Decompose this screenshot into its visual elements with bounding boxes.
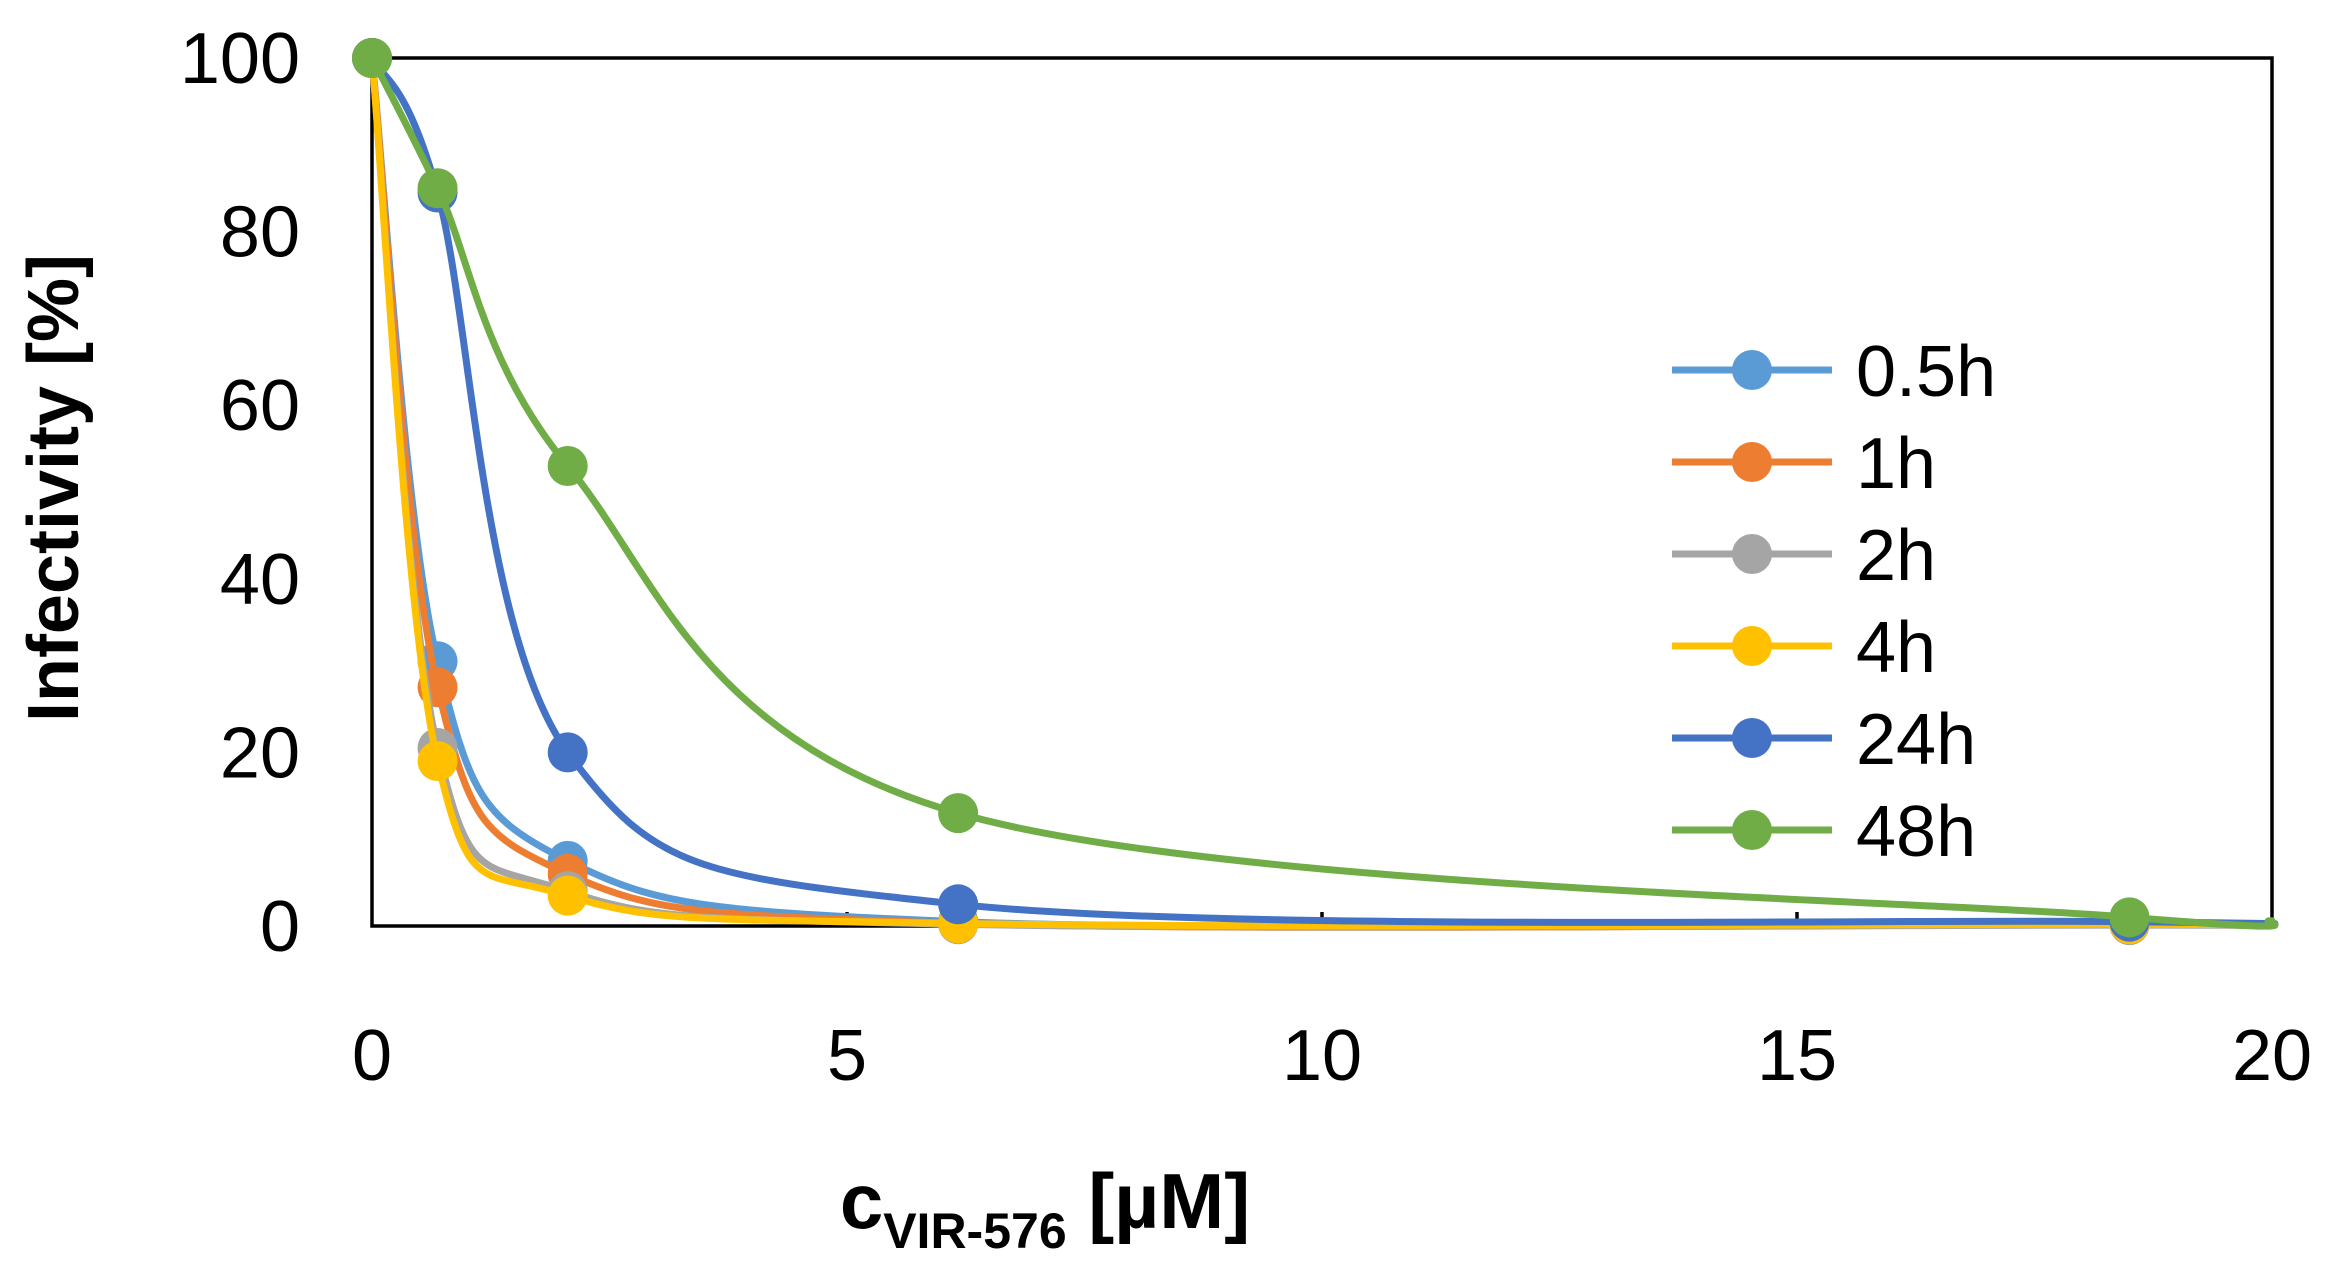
y-tick-label: 80	[220, 193, 300, 273]
y-tick-label: 60	[220, 366, 300, 446]
legend-item: 2h	[1672, 516, 1936, 596]
data-point	[547, 732, 588, 773]
x-axis-title: cVIR-576 [µM]	[840, 1157, 1250, 1259]
legend-marker	[1732, 534, 1772, 574]
legend-marker	[1732, 718, 1772, 758]
x-tick-label: 10	[1282, 1016, 1362, 1096]
legend-label: 0.5h	[1856, 332, 1996, 412]
series-line	[368, 54, 2279, 930]
legend-item: 48h	[1672, 792, 1976, 872]
legend-marker	[1732, 810, 1772, 850]
series-24h	[352, 38, 2279, 942]
series-line	[368, 54, 2279, 931]
x-axis-title-subscript: VIR-576	[883, 1203, 1066, 1259]
series-1h	[352, 38, 2279, 945]
legend-marker	[1732, 350, 1772, 390]
series-line	[368, 54, 2279, 930]
y-tick-label: 100	[180, 19, 300, 99]
x-tick-label: 0	[352, 1016, 392, 1096]
series-layer	[352, 38, 2279, 946]
plot-frame	[370, 56, 2274, 928]
x-axis-title-unit: [µM]	[1067, 1157, 1251, 1245]
y-tick-label: 40	[220, 540, 300, 620]
legend-item: 0.5h	[1672, 332, 1996, 412]
y-tick-label: 20	[220, 713, 300, 793]
series-line	[368, 54, 2279, 928]
data-point	[547, 445, 588, 486]
legend-marker	[1732, 626, 1772, 666]
legend-item: 1h	[1672, 424, 1936, 504]
x-tick-label: 20	[2232, 1016, 2312, 1096]
y-tick-label: 0	[260, 887, 300, 967]
plot-area	[370, 56, 2274, 928]
legend-label: 24h	[1856, 700, 1976, 780]
series-line	[368, 54, 2279, 931]
legend-label: 1h	[1856, 424, 1936, 504]
x-tick-label: 5	[827, 1016, 867, 1096]
data-point	[938, 884, 979, 925]
legend-item: 4h	[1672, 608, 1936, 688]
data-point	[938, 793, 979, 834]
data-point	[417, 168, 458, 209]
series-4h	[352, 38, 2279, 945]
data-point	[417, 741, 458, 782]
y-axis-title: Infectivity [%]	[14, 254, 94, 722]
y-axis: 0 20 40 60 80 100	[180, 19, 300, 967]
series-0.5h	[352, 38, 2279, 945]
x-tick-label: 15	[1757, 1016, 1837, 1096]
legend-label: 48h	[1856, 792, 1976, 872]
series-48h	[352, 38, 2279, 938]
legend-label: 2h	[1856, 516, 1936, 596]
data-point	[352, 38, 392, 78]
legend-marker	[1732, 442, 1772, 482]
data-point	[2109, 897, 2150, 938]
series-2h	[352, 38, 2279, 946]
data-point	[547, 875, 588, 916]
legend-item: 24h	[1672, 700, 1976, 780]
x-axis-title-main: c	[840, 1157, 883, 1245]
legend: 0.5h 1h 2h 4h 24h 48h	[1672, 332, 1996, 872]
x-axis: 0 5 10 15 20	[352, 912, 2312, 1096]
series-line	[368, 54, 2279, 931]
legend-label: 4h	[1856, 608, 1936, 688]
